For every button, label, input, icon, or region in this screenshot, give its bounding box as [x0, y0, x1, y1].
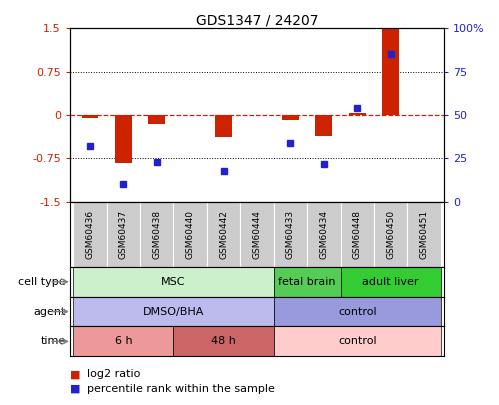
Text: ■: ■	[70, 369, 80, 379]
Bar	[81, 115, 98, 118]
Bar	[282, 115, 299, 120]
Text: GSM60448: GSM60448	[353, 210, 362, 259]
Bar	[174, 326, 273, 356]
Text: agent: agent	[34, 307, 66, 317]
Bar	[374, 202, 407, 267]
Bar	[382, 28, 399, 115]
Bar	[215, 115, 232, 137]
Bar	[273, 326, 441, 356]
Bar	[273, 267, 340, 296]
Bar	[174, 202, 207, 267]
Text: adult liver: adult liver	[362, 277, 419, 287]
Text: 6 h: 6 h	[114, 337, 132, 346]
Text: DMSO/BHA: DMSO/BHA	[143, 307, 204, 317]
Text: 48 h: 48 h	[211, 337, 236, 346]
Text: GSM60433: GSM60433	[286, 210, 295, 259]
Bar	[107, 202, 140, 267]
Text: GSM60438: GSM60438	[152, 210, 161, 259]
Bar	[115, 115, 132, 163]
Bar	[340, 267, 441, 296]
Text: GSM60450: GSM60450	[386, 210, 395, 259]
Bar	[340, 202, 374, 267]
Bar	[349, 113, 366, 115]
Bar	[73, 202, 107, 267]
Bar	[207, 202, 241, 267]
Text: percentile rank within the sample: percentile rank within the sample	[87, 384, 275, 394]
Bar	[273, 202, 307, 267]
Text: GSM60442: GSM60442	[219, 210, 228, 259]
Bar	[73, 267, 273, 296]
Bar	[315, 115, 332, 136]
Bar	[73, 326, 174, 356]
Title: GDS1347 / 24207: GDS1347 / 24207	[196, 13, 318, 27]
Text: ■: ■	[70, 384, 80, 394]
Text: GSM60437: GSM60437	[119, 210, 128, 259]
Text: GSM60451: GSM60451	[420, 210, 429, 259]
Text: GSM60444: GSM60444	[252, 210, 261, 259]
Bar	[273, 296, 441, 326]
Bar	[307, 202, 340, 267]
Text: cell type: cell type	[18, 277, 66, 287]
Text: control: control	[338, 307, 377, 317]
Bar	[407, 202, 441, 267]
Bar	[73, 296, 273, 326]
Text: time: time	[41, 337, 66, 346]
Bar	[241, 202, 273, 267]
Text: log2 ratio: log2 ratio	[87, 369, 141, 379]
Text: GSM60440: GSM60440	[186, 210, 195, 259]
Text: MSC: MSC	[161, 277, 186, 287]
Text: control: control	[338, 337, 377, 346]
Text: GSM60436: GSM60436	[85, 210, 94, 259]
Bar	[140, 202, 174, 267]
Text: fetal brain: fetal brain	[278, 277, 336, 287]
Text: GSM60434: GSM60434	[319, 210, 328, 259]
Bar	[148, 115, 165, 124]
